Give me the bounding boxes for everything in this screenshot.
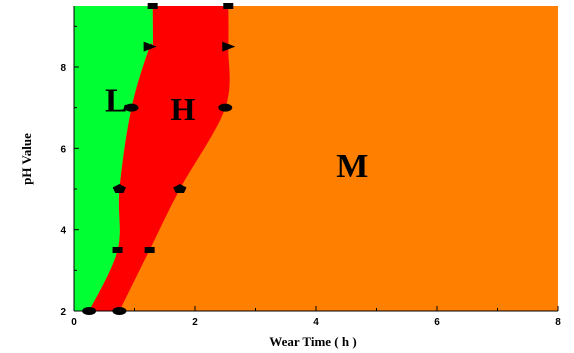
- x-axis-label: Wear Time ( h ): [269, 334, 356, 349]
- boundary-marker: [112, 307, 127, 315]
- boundary-marker: [144, 247, 155, 253]
- axes: [73, 6, 559, 312]
- boundary-marker: [143, 41, 157, 52]
- x-tick-label: 4: [313, 317, 319, 328]
- region-h-area: [89, 6, 230, 311]
- boundary-markers: [82, 3, 236, 315]
- boundary-marker: [124, 103, 139, 112]
- plot-area: [74, 6, 558, 311]
- boundary-marker: [218, 103, 233, 112]
- x-tick-label: 8: [555, 317, 561, 328]
- x-tick-label: 2: [192, 317, 198, 328]
- boundary-marker: [147, 3, 158, 9]
- x-tick-label: 6: [434, 317, 440, 328]
- y-axis-label: pH Value: [19, 133, 34, 185]
- y-tick-label: 8: [60, 63, 66, 74]
- boundary-marker: [112, 247, 123, 253]
- boundary-marker: [112, 184, 126, 193]
- region-l-area: [74, 6, 153, 311]
- boundary-marker: [223, 3, 234, 9]
- region-label-l: L: [105, 83, 128, 120]
- boundary-marker: [222, 41, 236, 52]
- y-tick-label: 2: [60, 307, 66, 318]
- region-label-h: H: [170, 91, 195, 127]
- y-tick-label: 4: [60, 226, 66, 237]
- x-tick-label: 0: [71, 317, 77, 328]
- boundary-marker: [82, 307, 97, 315]
- region-label-m: M: [336, 148, 368, 185]
- boundary-marker: [173, 184, 187, 193]
- y-tick-label: 6: [60, 144, 66, 155]
